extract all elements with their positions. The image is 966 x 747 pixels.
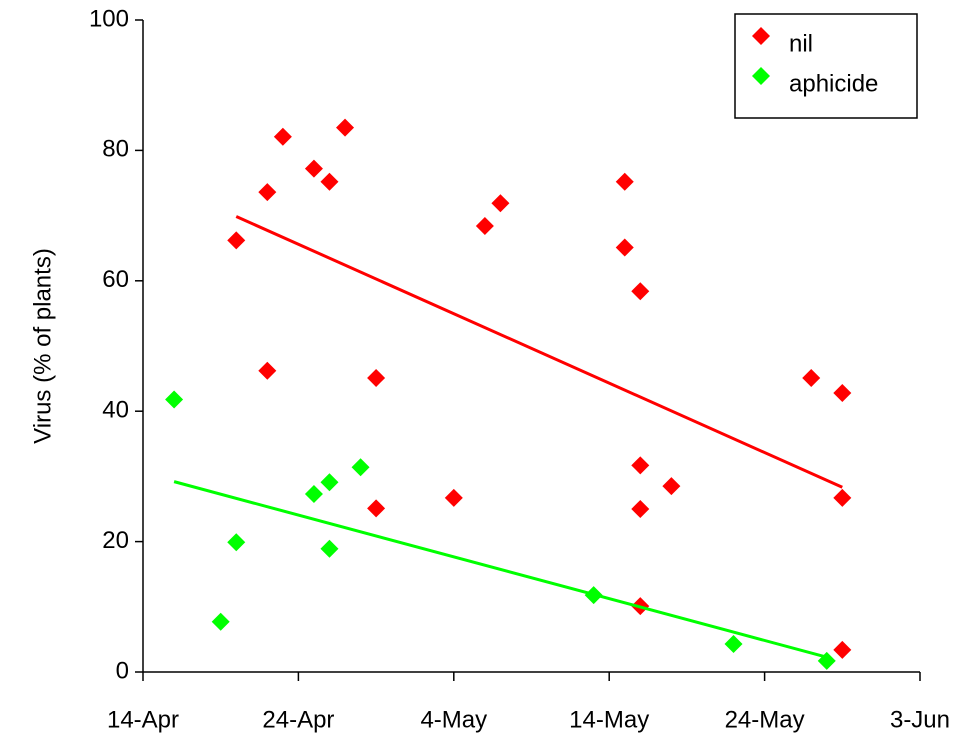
legend-marker [752, 67, 770, 85]
data-point [631, 456, 650, 475]
data-point [336, 118, 355, 137]
data-point [258, 361, 277, 380]
data-point [491, 194, 510, 213]
data-point [802, 368, 821, 387]
x-tick-label: 24-Apr [262, 706, 334, 733]
data-point [584, 586, 603, 605]
data-point [833, 488, 852, 507]
y-axis-title: Virus (% of plants) [29, 248, 56, 444]
legend-marker [752, 27, 770, 45]
x-tick-label: 3-Jun [890, 706, 950, 733]
x-tick-label: 14-May [569, 706, 649, 733]
data-point [615, 172, 634, 191]
legend-label: aphicide [789, 70, 878, 97]
data-point [227, 231, 246, 250]
data-point [304, 159, 323, 178]
data-point [817, 651, 836, 670]
data-point [258, 183, 277, 202]
data-point [367, 368, 386, 387]
data-point [320, 172, 339, 191]
data-point [724, 634, 743, 653]
legend-label: nil [789, 30, 813, 57]
x-tick-label: 14-Apr [107, 706, 179, 733]
data-point [444, 488, 463, 507]
y-tick-label: 80 [102, 136, 129, 163]
data-point [211, 612, 230, 631]
data-point [475, 217, 494, 236]
data-point [662, 477, 681, 496]
data-point [367, 499, 386, 518]
y-tick-label: 0 [116, 657, 129, 684]
data-point [351, 458, 370, 477]
data-point [227, 533, 246, 552]
plot-area [165, 118, 852, 670]
data-point [833, 383, 852, 402]
data-point [273, 127, 292, 146]
trendline [235, 215, 843, 489]
legend: nil aphicide [734, 13, 918, 119]
x-tick-label: 24-May [725, 706, 805, 733]
y-tick-label: 40 [102, 397, 129, 424]
y-tick-label: 20 [102, 527, 129, 554]
y-tick-label: 100 [89, 5, 129, 32]
data-point [631, 500, 650, 518]
data-point [320, 473, 339, 492]
data-point [304, 485, 323, 504]
x-tick-label: 4-May [420, 706, 487, 733]
y-tick-label: 60 [102, 266, 129, 293]
trendline [173, 480, 828, 659]
data-point [631, 282, 650, 301]
data-point [615, 238, 634, 257]
data-point [320, 539, 339, 558]
data-point [833, 640, 852, 659]
data-point [165, 390, 184, 409]
